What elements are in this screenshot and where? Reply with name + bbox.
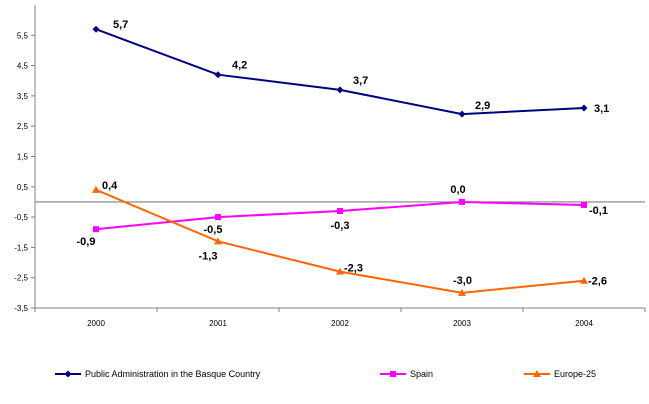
legend-label: Europe-25: [554, 369, 596, 379]
legend-marker: [533, 370, 541, 377]
legend-label: Public Administration in the Basque Coun…: [85, 369, 261, 379]
data-label: 0,4: [102, 180, 118, 192]
chart-series: [92, 25, 588, 296]
series-line: [95, 28, 585, 116]
data-label: 3,7: [353, 75, 368, 87]
data-point: [92, 185, 100, 193]
y-tick-label: 4,5: [17, 62, 29, 71]
data-label: -1,3: [199, 250, 218, 262]
data-label: 5,7: [113, 19, 128, 31]
y-tick-label: 5,5: [17, 31, 29, 40]
data-point: [581, 201, 587, 208]
y-tick-label: 1,5: [17, 153, 29, 162]
data-point: [458, 288, 466, 296]
data-label: -2,3: [344, 263, 363, 275]
data-label: -0,1: [589, 205, 608, 217]
y-tick-label: 2,5: [17, 122, 29, 131]
x-tick-label: 2004: [575, 319, 593, 328]
data-point: [215, 214, 221, 221]
y-tick-label: 3,5: [17, 92, 29, 101]
data-label: -0,5: [204, 224, 223, 236]
y-tick-label: -3,5: [14, 304, 28, 313]
chart-data-labels: 5,7 4,2 3,7 2,9 3,1 -0,9 -0,5 -0,3 0,0 -0,1 0,4 -1,…: [77, 19, 610, 287]
data-label: 0,0: [450, 184, 465, 196]
legend-marker: [64, 370, 72, 378]
data-point: [580, 276, 588, 284]
data-point: [336, 267, 344, 275]
x-tick-label: 2000: [87, 319, 105, 328]
data-label: -3,0: [453, 275, 472, 287]
series-line: [95, 188, 585, 294]
chart-axes: -3,5 -2,5 -1,5 -0,5 0,5 1,5 2,5 3,5 4,5 5,5 2000 20…: [14, 5, 646, 328]
data-label: -0,3: [331, 220, 350, 232]
data-point: [336, 86, 344, 94]
series-spain: [93, 198, 587, 233]
data-point: [214, 237, 222, 245]
legend-label: Spain: [410, 369, 433, 379]
data-point: [337, 208, 343, 215]
data-point: [93, 226, 99, 233]
legend-item: Spain: [380, 369, 433, 379]
series-europe-25: [92, 185, 588, 296]
data-point: [580, 104, 588, 112]
legend-marker: [390, 371, 396, 377]
data-label: 2,9: [475, 100, 490, 112]
data-label: 3,1: [594, 103, 609, 115]
y-tick-label: 0,5: [17, 183, 29, 192]
y-tick-label: -0,5: [14, 213, 28, 222]
data-point: [459, 198, 465, 205]
data-point: [458, 110, 466, 118]
y-tick-label: -1,5: [14, 243, 28, 252]
data-point: [92, 25, 100, 33]
data-point: [214, 71, 222, 79]
data-label: 4,2: [232, 60, 247, 72]
x-tick-label: 2001: [209, 319, 227, 328]
x-tick-label: 2003: [453, 319, 471, 328]
data-label: -2,6: [588, 276, 607, 288]
legend-item: Europe-25: [524, 369, 596, 379]
x-tick-label: 2002: [331, 319, 349, 328]
chart-legend: Public Administration in the Basque Coun…: [55, 369, 596, 379]
data-label: -0,9: [77, 236, 96, 248]
series-public-administration-in-the-basque-country: [92, 25, 588, 118]
legend-item: Public Administration in the Basque Coun…: [55, 369, 261, 379]
y-tick-label: -2,5: [14, 274, 28, 283]
